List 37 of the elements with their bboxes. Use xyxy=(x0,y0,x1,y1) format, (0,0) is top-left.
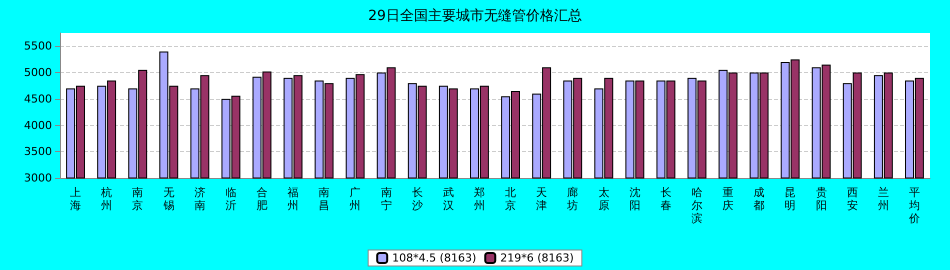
x-tick-label: 南昌 xyxy=(318,186,330,212)
x-tick-label: 平均价 xyxy=(908,186,920,225)
x-tick-label: 临沂 xyxy=(225,186,236,212)
x-tick-label: 南京 xyxy=(132,186,144,212)
x-tick-label: 重庆 xyxy=(722,186,734,212)
x-tick-label: 成都 xyxy=(754,186,765,212)
x-tick-label: 哈尔滨 xyxy=(691,186,702,225)
y-tick-label: 3000 xyxy=(24,172,52,184)
chart-title: 29日全国主要城市无缝管价格汇总 xyxy=(368,8,582,24)
x-tick-label: 长春 xyxy=(660,186,672,212)
x-tick-label: 兰州 xyxy=(878,186,889,212)
x-tick-label: 武汉 xyxy=(442,186,454,212)
x-tick-label: 西安 xyxy=(846,186,858,212)
x-tick-label: 贵阳 xyxy=(816,186,827,212)
x-tick-label: 昆明 xyxy=(784,186,796,212)
legend-label: 108*4.5 (8163) xyxy=(392,252,476,264)
x-tick-label: 济南 xyxy=(194,186,206,212)
x-tick-label: 广州 xyxy=(350,186,361,212)
x-tick-label: 上海 xyxy=(70,186,82,212)
y-tick-label: 5000 xyxy=(24,66,52,80)
x-tick-label: 南宁 xyxy=(380,186,392,212)
x-tick-label: 太原 xyxy=(598,186,610,212)
x-tick-label: 沈阳 xyxy=(629,186,640,212)
legend-label: 219*6 (8163) xyxy=(500,252,574,264)
y-tick-label: 3500 xyxy=(24,145,52,158)
x-tick-label: 廊坊 xyxy=(566,186,578,212)
x-tick-label: 天津 xyxy=(536,186,548,212)
y-tick-label: 4000 xyxy=(24,118,52,132)
y-tick-label: 4500 xyxy=(24,92,52,106)
x-tick-label: 长沙 xyxy=(412,186,423,212)
x-tick-label: 郑州 xyxy=(474,186,485,212)
x-tick-label: 合肥 xyxy=(256,186,268,212)
x-tick-label: 福州 xyxy=(288,186,299,212)
x-tick-label: 北京 xyxy=(505,186,516,212)
y-tick-label: 5500 xyxy=(24,40,52,53)
x-tick-label: 无锡 xyxy=(162,186,174,212)
x-tick-label: 杭州 xyxy=(100,186,112,212)
